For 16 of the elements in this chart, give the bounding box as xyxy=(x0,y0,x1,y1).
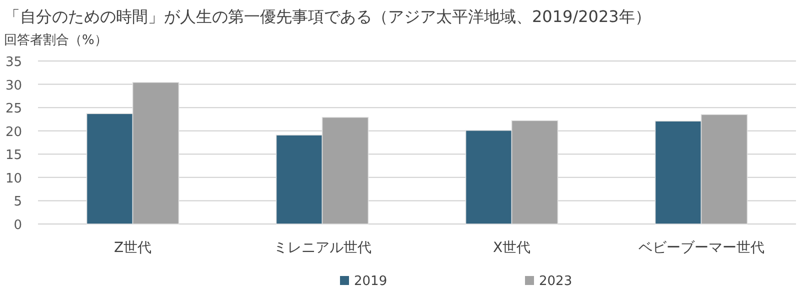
y-tick-label: 25 xyxy=(5,102,22,117)
y-tick-label: 10 xyxy=(5,171,22,186)
x-tick-label: X世代 xyxy=(492,240,531,256)
x-tick-label: ベビーブーマー世代 xyxy=(638,240,764,256)
y-tick-label: 5 xyxy=(14,194,22,210)
y-tick-label: 0 xyxy=(14,218,22,233)
legend-label: 2019 xyxy=(354,274,388,289)
y-tick-label: 35 xyxy=(5,55,22,70)
y-tick-label: 20 xyxy=(5,124,22,140)
legend-label: 2023 xyxy=(539,274,572,289)
x-tick-label: ミレニアル世代 xyxy=(273,240,372,256)
y-axis-title: 回答者割合（%） xyxy=(4,33,108,48)
x-tick-label: Z世代 xyxy=(114,240,152,256)
y-tick-label: 30 xyxy=(5,78,22,94)
chart-title: 「自分のための時間」が人生の第一優先事項である（アジア太平洋地域、2019/2023年） xyxy=(4,7,651,26)
y-tick-label: 15 xyxy=(5,148,22,164)
